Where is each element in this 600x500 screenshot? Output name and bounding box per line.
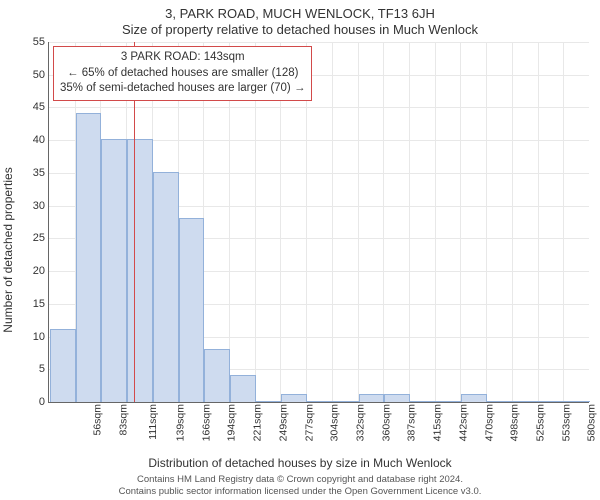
y-tick-label: 50 bbox=[33, 69, 45, 81]
x-tick-label: 221sqm bbox=[252, 404, 264, 441]
x-tick-label: 580sqm bbox=[586, 404, 598, 441]
chart-title-main: 3, PARK ROAD, MUCH WENLOCK, TF13 6JH bbox=[0, 6, 600, 21]
gridline-vertical bbox=[512, 42, 513, 402]
bar bbox=[487, 401, 513, 402]
bar bbox=[256, 401, 282, 402]
bar bbox=[179, 218, 205, 402]
chart-title-sub: Size of property relative to detached ho… bbox=[0, 22, 600, 37]
x-tick-label: 387sqm bbox=[406, 404, 418, 441]
x-tick-label: 304sqm bbox=[329, 404, 341, 441]
y-tick-label: 40 bbox=[33, 134, 45, 146]
callout-line: ← 65% of detached houses are smaller (12… bbox=[60, 66, 305, 82]
gridline-vertical bbox=[332, 42, 333, 402]
gridline-vertical bbox=[358, 42, 359, 402]
gridline-vertical bbox=[486, 42, 487, 402]
bar bbox=[410, 401, 436, 402]
bar bbox=[153, 172, 179, 402]
bar bbox=[564, 401, 590, 402]
bar bbox=[281, 394, 307, 402]
y-tick-label: 15 bbox=[33, 298, 45, 310]
bar bbox=[461, 394, 487, 402]
bar bbox=[539, 401, 565, 402]
gridline-vertical bbox=[383, 42, 384, 402]
callout-box: 3 PARK ROAD: 143sqm← 65% of detached hou… bbox=[53, 46, 312, 101]
callout-line: 3 PARK ROAD: 143sqm bbox=[60, 50, 305, 66]
bar bbox=[359, 394, 385, 402]
gridline-vertical bbox=[538, 42, 539, 402]
x-axis-label: Distribution of detached houses by size … bbox=[0, 456, 600, 470]
bar bbox=[76, 113, 102, 402]
bar bbox=[204, 349, 230, 402]
x-tick-label: 442sqm bbox=[457, 404, 469, 441]
x-tick-label: 139sqm bbox=[174, 404, 186, 441]
x-tick-label: 194sqm bbox=[226, 404, 238, 441]
y-tick-label: 5 bbox=[39, 363, 45, 375]
y-axis-label: Number of detached properties bbox=[1, 167, 15, 332]
x-tick-label: 277sqm bbox=[303, 404, 315, 441]
chart-container: 3, PARK ROAD, MUCH WENLOCK, TF13 6JH Siz… bbox=[0, 0, 600, 500]
y-tick-label: 0 bbox=[39, 396, 45, 408]
y-tick-label: 10 bbox=[33, 331, 45, 343]
x-tick-label: 470sqm bbox=[483, 404, 495, 441]
bar bbox=[101, 139, 127, 402]
attribution: Contains HM Land Registry data © Crown c… bbox=[0, 474, 600, 498]
y-tick-label: 45 bbox=[33, 101, 45, 113]
bar bbox=[127, 139, 153, 402]
y-tick-label: 30 bbox=[33, 200, 45, 212]
bar bbox=[384, 394, 410, 402]
y-tick-label: 55 bbox=[33, 36, 45, 48]
y-tick-label: 20 bbox=[33, 265, 45, 277]
x-tick-label: 360sqm bbox=[380, 404, 392, 441]
gridline-vertical bbox=[563, 42, 564, 402]
x-tick-label: 83sqm bbox=[117, 404, 129, 436]
x-tick-label: 249sqm bbox=[277, 404, 289, 441]
x-tick-label: 332sqm bbox=[354, 404, 366, 441]
bar bbox=[50, 329, 76, 402]
x-tick-label: 415sqm bbox=[432, 404, 444, 441]
bar bbox=[230, 375, 256, 402]
y-tick-label: 25 bbox=[33, 232, 45, 244]
attribution-line-1: Contains HM Land Registry data © Crown c… bbox=[0, 474, 600, 486]
x-tick-label: 498sqm bbox=[509, 404, 521, 441]
y-tick-label: 35 bbox=[33, 167, 45, 179]
x-tick-label: 166sqm bbox=[200, 404, 212, 441]
gridline-horizontal bbox=[49, 107, 589, 108]
x-tick-label: 111sqm bbox=[147, 404, 159, 440]
gridline-vertical bbox=[409, 42, 410, 402]
bar bbox=[436, 401, 462, 402]
x-tick-label: 525sqm bbox=[534, 404, 546, 441]
callout-line: 35% of semi-detached houses are larger (… bbox=[60, 81, 305, 97]
gridline-vertical bbox=[460, 42, 461, 402]
x-tick-label: 56sqm bbox=[91, 404, 103, 436]
plot-area: 051015202530354045505556sqm83sqm111sqm13… bbox=[48, 42, 589, 403]
gridline-horizontal bbox=[49, 42, 589, 43]
gridline-vertical bbox=[435, 42, 436, 402]
bar bbox=[513, 401, 539, 402]
bar bbox=[333, 401, 359, 402]
attribution-line-2: Contains public sector information licen… bbox=[0, 486, 600, 498]
bar bbox=[307, 401, 333, 402]
x-tick-label: 553sqm bbox=[560, 404, 572, 441]
